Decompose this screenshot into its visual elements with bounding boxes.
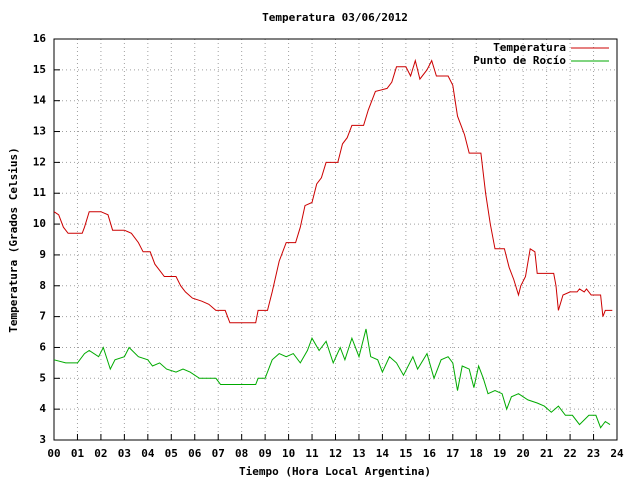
x-tick-label: 19 — [493, 447, 506, 460]
x-tick-label: 13 — [352, 447, 365, 460]
x-tick-label: 07 — [212, 447, 225, 460]
y-tick-label: 16 — [33, 32, 47, 45]
y-tick-label: 11 — [33, 186, 47, 199]
legend-label: Temperatura — [493, 41, 566, 54]
x-tick-label: 18 — [470, 447, 483, 460]
x-tick-label: 03 — [118, 447, 131, 460]
x-tick-label: 02 — [94, 447, 107, 460]
y-tick-label: 12 — [33, 155, 46, 168]
x-tick-label: 05 — [165, 447, 178, 460]
chart-title: Temperatura 03/06/2012 — [262, 11, 408, 24]
x-tick-label: 15 — [399, 447, 412, 460]
series-line — [53, 328, 611, 429]
x-tick-label: 16 — [423, 447, 437, 460]
plot-frame — [53, 38, 618, 441]
y-tick-label: 5 — [39, 371, 46, 384]
x-tick-label: 11 — [305, 447, 319, 460]
legend-label: Punto de Rocío — [473, 54, 566, 67]
x-tick-label: 22 — [563, 447, 576, 460]
x-tick-label: 17 — [446, 447, 459, 460]
x-tick-label: 04 — [141, 447, 155, 460]
x-tick-label: 06 — [188, 447, 202, 460]
y-tick-label: 9 — [39, 248, 46, 261]
y-axis-label: Temperatura (Grados Celsius) — [7, 147, 20, 332]
x-axis-label: Tiempo (Hora Local Argentina) — [239, 465, 431, 478]
y-tick-label: 10 — [33, 217, 46, 230]
y-tick-label: 15 — [33, 63, 46, 76]
x-tick-label: 00 — [47, 447, 60, 460]
x-tick-label: 23 — [587, 447, 600, 460]
x-tick-label: 21 — [540, 447, 554, 460]
y-tick-label: 6 — [39, 340, 46, 353]
x-tick-label: 09 — [259, 447, 272, 460]
x-tick-label: 20 — [517, 447, 530, 460]
y-tick-label: 14 — [33, 94, 47, 107]
y-tick-label: 13 — [33, 125, 46, 138]
x-tick-label: 08 — [235, 447, 248, 460]
y-tick-label: 7 — [39, 310, 46, 323]
x-tick-label: 01 — [71, 447, 85, 460]
y-tick-label: 3 — [39, 433, 46, 446]
x-tick-label: 24 — [610, 447, 624, 460]
x-tick-label: 10 — [282, 447, 295, 460]
y-tick-label: 4 — [39, 402, 46, 415]
x-tick-label: 12 — [329, 447, 342, 460]
y-tick-label: 8 — [39, 279, 46, 292]
series-line — [53, 58, 613, 324]
x-tick-label: 14 — [376, 447, 390, 460]
